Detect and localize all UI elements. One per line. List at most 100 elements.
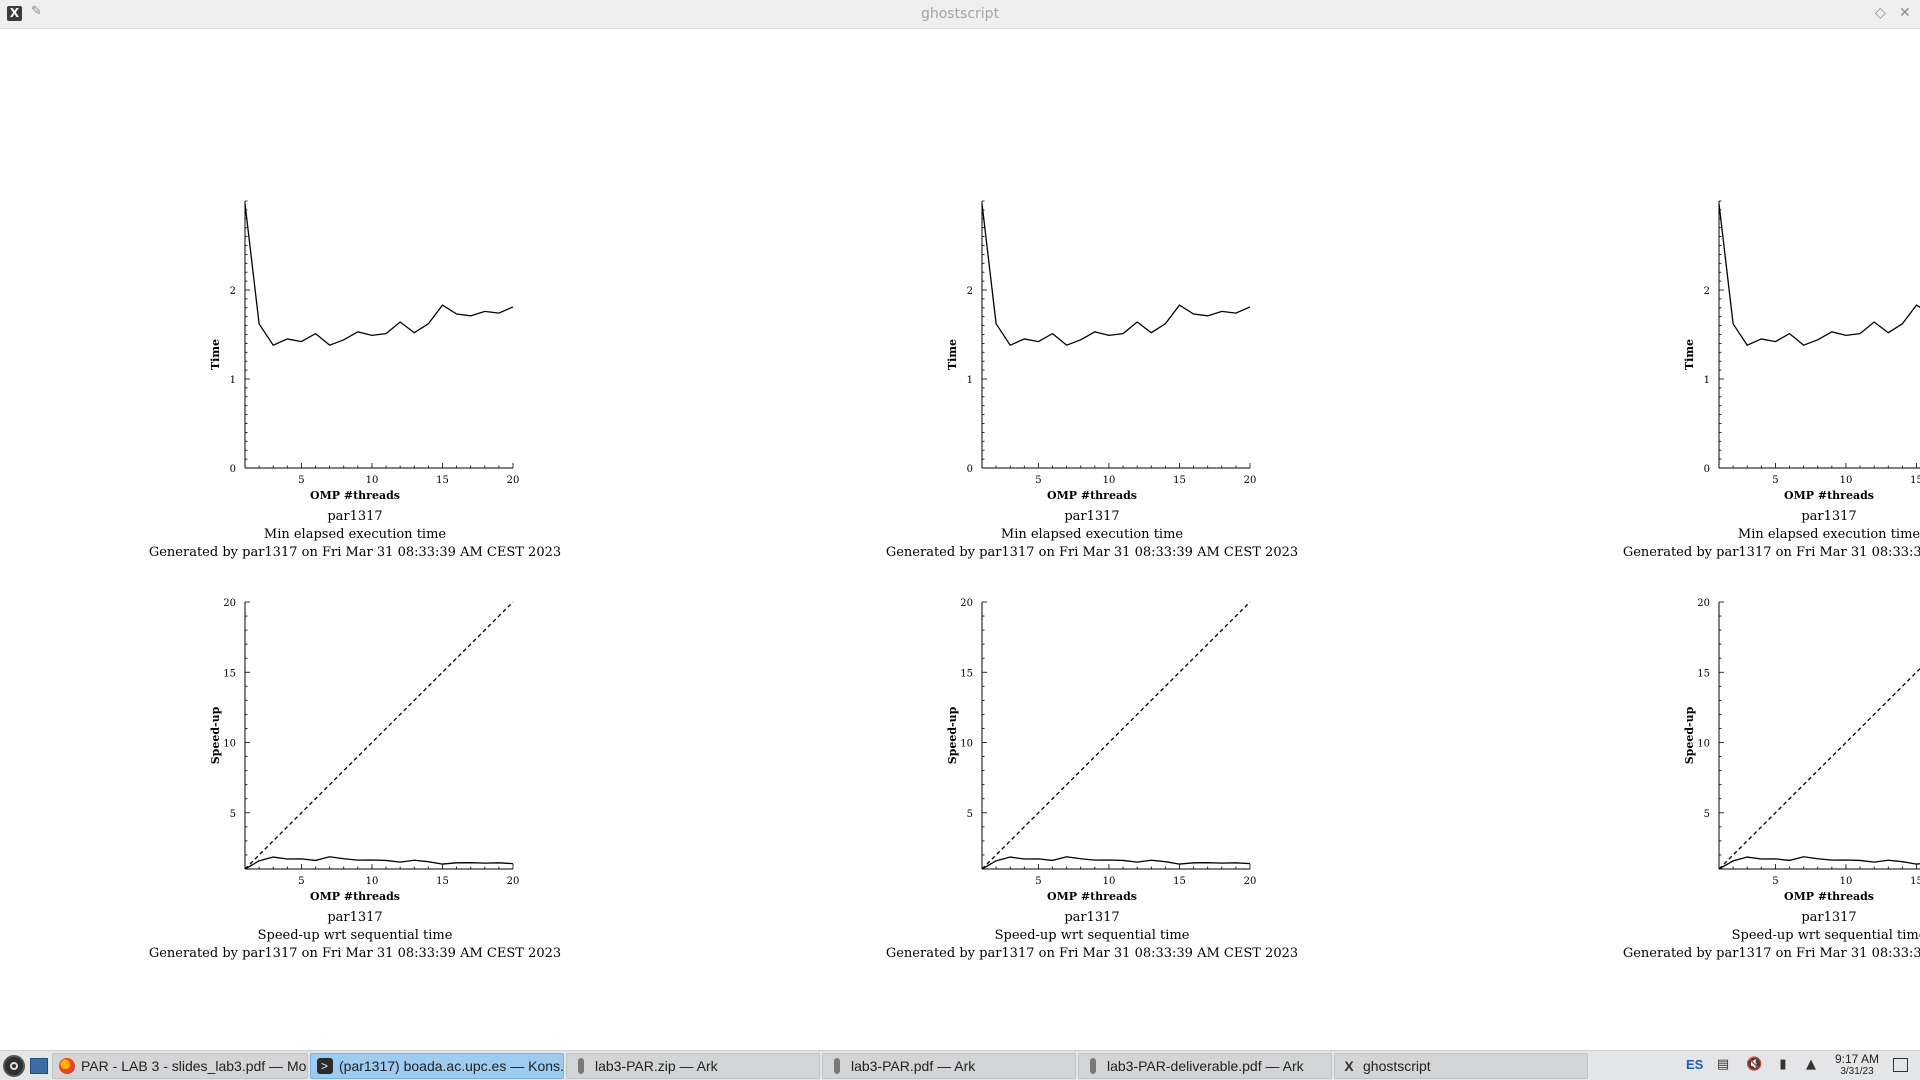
ark-icon: [578, 1058, 584, 1074]
plot-title: Speed-up wrt sequential time: [258, 928, 453, 943]
taskbar: PAR - LAB 3 - slides_lab3.pdf — Mo... (p…: [0, 1050, 1920, 1080]
x-tick-label: 10: [1103, 475, 1116, 486]
y-tick-label: 1: [1704, 375, 1710, 386]
plot-user: par1317: [1801, 910, 1856, 925]
x-tick-label: 15: [1910, 876, 1920, 887]
x-tick-label: 15: [1173, 876, 1186, 887]
y-tick-label: 15: [960, 668, 973, 679]
x-tick-label: 10: [1103, 876, 1116, 887]
x-tick-label: 15: [436, 876, 449, 887]
show-desktop-icon[interactable]: [1893, 1058, 1908, 1072]
task-ark-zip[interactable]: lab3-PAR.zip — Ark: [566, 1053, 820, 1079]
plot-title: Speed-up wrt sequential time: [995, 928, 1190, 943]
x-tick-label: 20: [507, 876, 520, 887]
desktop-pager-icon[interactable]: [30, 1058, 48, 1074]
plot-title: Min elapsed execution time: [1001, 527, 1184, 542]
x-tick-label: 20: [507, 475, 520, 486]
clock[interactable]: 9:17 AM 3/31/23: [1826, 1052, 1888, 1078]
y-tick-label: 0: [967, 464, 973, 475]
plot-user: par1317: [1064, 910, 1119, 925]
task-ghostscript[interactable]: X ghostscript: [1334, 1053, 1588, 1079]
application-launcher-icon[interactable]: [3, 1055, 25, 1077]
x-tick-label: 5: [1035, 475, 1041, 486]
close-icon[interactable]: ✕: [1899, 5, 1911, 21]
measured-series-line: [981, 856, 1251, 870]
volume-muted-icon[interactable]: 🔇: [1746, 1057, 1763, 1072]
y-tick-label: 10: [223, 739, 236, 750]
y-tick-label: 2: [967, 286, 973, 297]
y-tick-label: 1: [967, 375, 973, 386]
firefox-icon: [59, 1058, 75, 1074]
x-tick-label: 15: [1173, 475, 1186, 486]
plot-generated-note: Generated by par1317 on Fri Mar 31 08:33…: [886, 545, 1298, 560]
y-axis-label: Time: [209, 339, 222, 370]
x-axis-label: OMP #threads: [1784, 489, 1874, 502]
y-tick-label: 15: [1697, 668, 1710, 679]
y-axis-label: Speed-up: [209, 706, 222, 764]
plot-user: par1317: [1801, 509, 1856, 524]
pin-icon[interactable]: ✎: [31, 4, 42, 19]
task-ark-deliverable[interactable]: lab3-PAR-deliverable.pdf — Ark: [1078, 1053, 1332, 1079]
y-tick-label: 2: [230, 286, 236, 297]
ideal-speedup-line: [981, 601, 1251, 870]
clipboard-icon[interactable]: ▤: [1716, 1057, 1730, 1072]
x-tick-label: 20: [1244, 475, 1257, 486]
x-tick-label: 10: [1840, 876, 1853, 887]
measured-series-line: [1718, 856, 1920, 870]
plot-title: Min elapsed execution time: [1738, 527, 1920, 542]
y-tick-label: 1: [230, 375, 236, 386]
battery-icon[interactable]: ▮: [1779, 1057, 1787, 1072]
x-tick-label: 5: [298, 876, 304, 887]
task-label: PAR - LAB 3 - slides_lab3.pdf — Mo...: [81, 1058, 308, 1074]
x-tick-label: 15: [436, 475, 449, 486]
task-firefox[interactable]: PAR - LAB 3 - slides_lab3.pdf — Mo...: [52, 1053, 308, 1079]
task-konsole[interactable]: (par1317) boada.ac.upc.es — Kons...: [310, 1053, 564, 1079]
plot-generated-note: Generated by par1317 on Fri Mar 31 08:33…: [886, 946, 1298, 961]
x-tick-label: 5: [1772, 475, 1778, 486]
task-label: lab3-PAR.zip — Ark: [595, 1058, 718, 1074]
ghostscript-document-view[interactable]: 5 10 15 20 0 1 2 OMP #threads Time par1317 Min ela…: [0, 29, 1920, 1050]
plot-title: Speed-up wrt sequential time: [1732, 928, 1920, 943]
plot-user: par1317: [327, 910, 382, 925]
clock-date: 3/31/23: [1840, 1066, 1874, 1077]
x-tick-label: 15: [1910, 475, 1920, 486]
plot-generated-note: Generated by par1317 on Fri Mar 31 08:33…: [149, 545, 561, 560]
window-titlebar[interactable]: X ✎ ghostscript ◇ ✕: [0, 0, 1920, 29]
keep-above-icon[interactable]: ◇: [1875, 5, 1886, 21]
y-tick-label: 5: [1704, 809, 1710, 820]
y-axis-label: Speed-up: [1683, 706, 1696, 764]
measured-series-line: [244, 203, 514, 346]
clock-time: 9:17 AM: [1834, 1052, 1880, 1066]
y-tick-label: 15: [223, 668, 236, 679]
task-label: ghostscript: [1363, 1058, 1431, 1074]
y-axis-label: Time: [946, 339, 959, 370]
konsole-icon: [317, 1054, 333, 1078]
expand-tray-icon[interactable]: ▲: [1806, 1057, 1816, 1072]
plot-generated-note: Generated by par1317 on Fri Mar 31 08:33…: [1623, 545, 1920, 560]
y-tick-label: 5: [967, 809, 973, 820]
ideal-speedup-line: [244, 601, 514, 870]
x-axis-label: OMP #threads: [1784, 890, 1874, 903]
x-tick-label: 5: [298, 475, 304, 486]
measured-series-line: [244, 856, 514, 870]
x-axis-label: OMP #threads: [310, 489, 400, 502]
x-tick-label: 5: [1772, 876, 1778, 887]
y-tick-label: 20: [1697, 598, 1710, 609]
plot-user: par1317: [1064, 509, 1119, 524]
y-tick-label: 5: [230, 809, 236, 820]
plot-title: Min elapsed execution time: [264, 527, 447, 542]
task-ark-pdf[interactable]: lab3-PAR.pdf — Ark: [822, 1053, 1076, 1079]
y-tick-label: 20: [960, 598, 973, 609]
x-tick-label: 10: [366, 876, 379, 887]
x-tick-label: 20: [1244, 876, 1257, 887]
y-tick-label: 0: [230, 464, 236, 475]
y-axis-label: Time: [1683, 339, 1696, 370]
x-app-icon[interactable]: X: [7, 6, 22, 21]
y-tick-label: 10: [1697, 739, 1710, 750]
keyboard-layout-indicator[interactable]: ES: [1686, 1057, 1704, 1072]
plot-user: par1317: [327, 509, 382, 524]
